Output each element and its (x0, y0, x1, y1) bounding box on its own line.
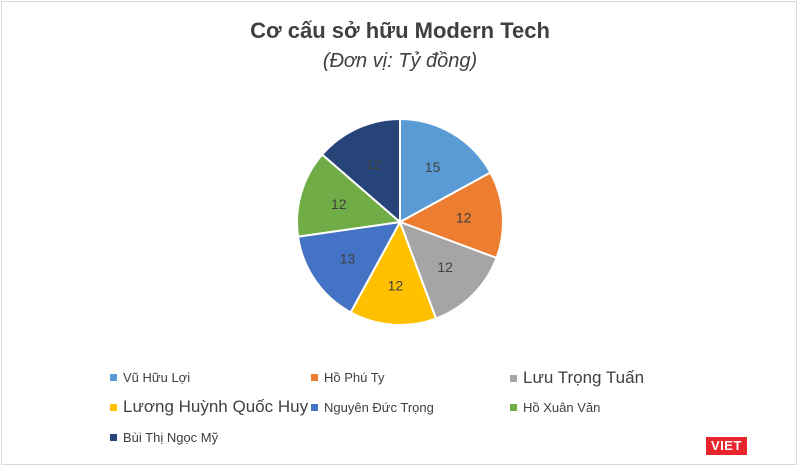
legend-item: Lưu Trọng Tuấn (510, 368, 644, 388)
legend-swatch (110, 403, 117, 411)
legend-swatch (311, 374, 318, 381)
slice-data-label: 12 (437, 259, 453, 275)
slice-data-label: 12 (456, 209, 472, 225)
slice-data-label: 13 (340, 250, 356, 266)
pie-slice (296, 153, 403, 238)
legend-swatch (510, 404, 517, 411)
legend-item: Nguyên Đức Trọng (311, 400, 434, 415)
legend-label: Hồ Phú Ty (324, 370, 385, 385)
slice-data-label: 12 (366, 156, 382, 172)
legend-label: Nguyên Đức Trọng (324, 400, 434, 415)
viet-logo: VIET (706, 437, 747, 455)
legend-item: Hồ Phú Ty (311, 370, 384, 385)
slice-data-label: 12 (331, 196, 347, 212)
pie-slice (399, 117, 492, 224)
legend-label: Vũ Hữu Lợi (123, 370, 191, 385)
pie-slice (398, 220, 498, 320)
legend-label: Hồ Xuân Văn (523, 400, 601, 415)
legend-item: Lương Huỳnh Quốc Huy (110, 397, 308, 417)
legend-swatch (110, 374, 117, 381)
legend-label: Bùi Thị Ngọc Mỹ (123, 430, 219, 445)
legend-item: Vũ Hữu Lợi (110, 370, 190, 385)
pie-slice (320, 117, 401, 225)
chart-subtitle: (Đơn vị: Tỷ đồng) (322, 50, 478, 72)
legend-swatch (311, 404, 318, 411)
legend-label: Lương Huỳnh Quốc Huy (123, 397, 309, 416)
pie-slice (397, 171, 504, 260)
chart-title: Cơ cấu sở hữu Modern Tech (250, 18, 550, 43)
legend-swatch (510, 374, 517, 382)
pie-slice (296, 220, 402, 314)
legend-label: Lưu Trọng Tuấn (523, 368, 645, 387)
slice-data-label: 15 (425, 159, 441, 175)
pie-slice (349, 219, 438, 326)
slice-data-label: 12 (388, 278, 404, 294)
legend-swatch (110, 434, 117, 441)
legend-item: Hồ Xuân Văn (510, 400, 600, 415)
legend-item: Bùi Thị Ngọc Mỹ (110, 430, 218, 445)
